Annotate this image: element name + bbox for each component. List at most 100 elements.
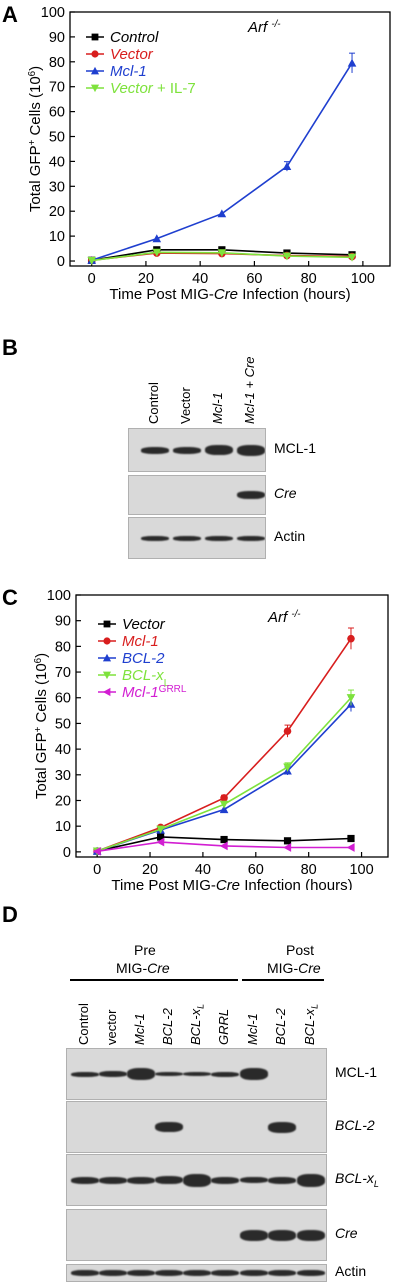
- band: [211, 1176, 239, 1184]
- y-tick-label: 80: [55, 639, 71, 655]
- data-point: [347, 253, 357, 262]
- blot-row-label: BCL-2: [335, 1117, 375, 1133]
- data-point: [87, 256, 97, 265]
- series-line: [96, 697, 352, 852]
- y-tick-label: 0: [63, 845, 71, 861]
- y-tick-label: 60: [49, 105, 65, 121]
- blot-row-2: [66, 1154, 327, 1206]
- lane-label: Vector: [178, 387, 193, 424]
- band: [297, 1270, 325, 1276]
- data-point: [220, 794, 228, 802]
- lane-label: Mcl-1: [132, 1013, 147, 1045]
- series-2: [87, 52, 357, 264]
- x-tick-label: 60: [246, 271, 262, 287]
- genotype-annotation: Arf -/-: [267, 609, 301, 627]
- lane-label: BCL-2: [160, 1008, 175, 1045]
- band: [268, 1121, 296, 1133]
- lane-label: GRRL: [216, 1008, 231, 1045]
- panel-d-letter: D: [2, 902, 18, 927]
- data-point: [346, 694, 356, 703]
- y-tick-label: 10: [49, 229, 65, 245]
- series-4: [92, 837, 355, 856]
- series-line: [96, 703, 352, 852]
- data-point: [282, 252, 292, 261]
- data-point: [283, 843, 292, 852]
- band: [211, 1071, 239, 1077]
- y-tick-label: 80: [49, 55, 65, 71]
- chart-c: 0 10 20 30 40 50 60 70 80 90 100 0 20 40 60 80 100 Total …: [33, 588, 389, 890]
- series-2: [92, 696, 356, 855]
- band: [183, 1270, 211, 1276]
- band: [237, 491, 265, 499]
- data-point: [92, 847, 101, 856]
- band: [141, 446, 169, 454]
- lane-label: BCL-xL: [188, 1003, 206, 1045]
- blot-row-4: [66, 1264, 327, 1282]
- group-post-bracket: [242, 979, 324, 981]
- legend-marker: [103, 620, 111, 628]
- data-point: [283, 837, 292, 845]
- y-tick-label: 20: [55, 793, 71, 809]
- data-point: [283, 763, 292, 772]
- legend-label: Vector: [122, 616, 166, 633]
- band: [237, 444, 265, 456]
- legend-label: Vector + IL-7: [110, 80, 196, 97]
- y-tick-label: 0: [57, 254, 65, 270]
- data-point: [346, 843, 355, 852]
- blot-row-0: [66, 1048, 327, 1100]
- legend-label: Mcl-1GRRL: [122, 684, 187, 702]
- x-tick-label: 100: [349, 862, 373, 878]
- legend-label: BCL-2: [122, 650, 165, 667]
- y-tick-label: 100: [41, 5, 65, 21]
- band: [71, 1071, 99, 1077]
- band: [127, 1270, 155, 1276]
- band: [183, 1173, 211, 1187]
- lane-label: Mcl-1: [210, 392, 225, 424]
- legend-marker: [103, 637, 111, 645]
- band: [155, 1270, 183, 1276]
- y-tick-label: 100: [47, 588, 71, 604]
- blot-row-label: BCL-xL: [335, 1170, 379, 1189]
- data-point: [157, 833, 165, 841]
- band: [71, 1270, 99, 1276]
- data-point: [347, 58, 357, 67]
- blot-row-label: MCL-1: [274, 440, 317, 456]
- blot-row-label: MCL-1: [335, 1064, 378, 1080]
- data-point: [152, 234, 162, 243]
- y-tick-label: 90: [49, 30, 65, 46]
- band: [240, 1177, 268, 1183]
- blot-row-0: [128, 428, 266, 472]
- band: [141, 535, 169, 541]
- x-tick-label: 20: [138, 271, 154, 287]
- data-point: [217, 249, 227, 258]
- legend-marker: [90, 66, 100, 75]
- x-tick-label: 60: [248, 862, 264, 878]
- band: [99, 1176, 127, 1184]
- group-pre-bracket: [70, 979, 238, 981]
- data-point: [347, 834, 355, 843]
- series-3: [92, 689, 356, 856]
- series-3: [87, 248, 357, 265]
- data-point: [220, 835, 228, 844]
- x-tick-label: 80: [301, 862, 317, 878]
- blot-row-2: [128, 517, 266, 559]
- y-axis-label: Total GFP+ Cells (106): [27, 66, 45, 212]
- x-tick-label: 0: [93, 862, 101, 878]
- legend-marker: [90, 84, 100, 93]
- group-pre-subtitle: MIG-Cre: [116, 960, 170, 976]
- lane-label: BCL-2: [273, 1008, 288, 1045]
- data-point: [347, 634, 355, 643]
- data-point: [152, 248, 162, 257]
- blot-row-3: [66, 1209, 327, 1261]
- y-tick-label: 70: [49, 80, 65, 96]
- lane-label: Mcl-1 + Cre: [242, 356, 257, 424]
- y-tick-label: 20: [49, 204, 65, 220]
- panel-c-letter: C: [2, 585, 18, 610]
- band: [268, 1229, 296, 1241]
- blot-row-label: Actin: [335, 1263, 367, 1279]
- x-tick-label: 80: [301, 271, 317, 287]
- y-tick-label: 90: [55, 614, 71, 630]
- x-axis-label: Time Post MIG-Cre Infection (hours): [111, 877, 352, 890]
- band: [155, 1176, 183, 1184]
- band: [127, 1068, 155, 1080]
